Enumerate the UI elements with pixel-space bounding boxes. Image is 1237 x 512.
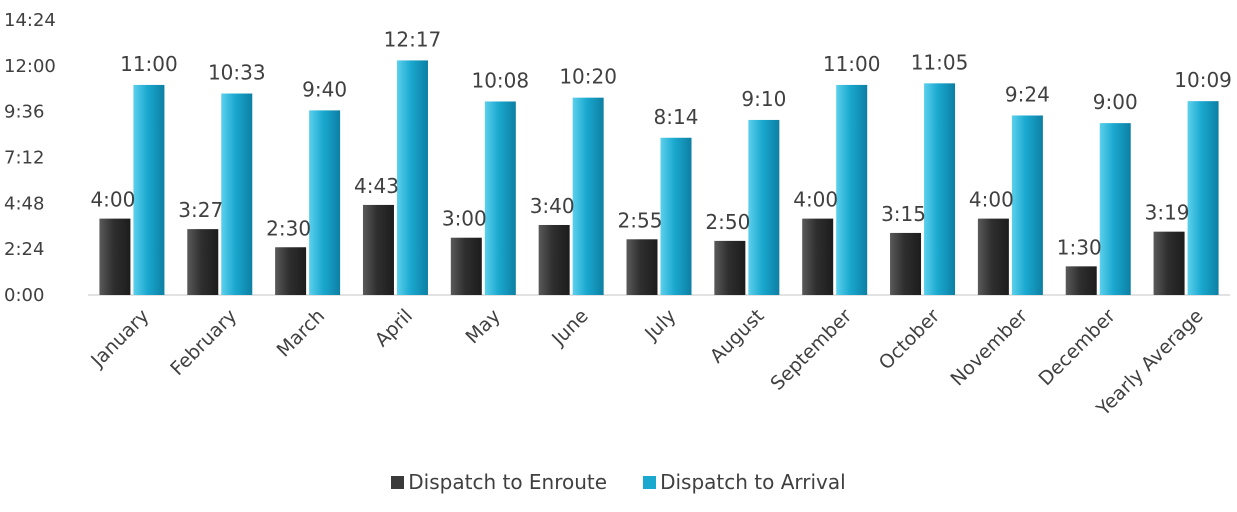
y-tick-label: 4:48: [4, 193, 44, 214]
bar-arrival: [1187, 101, 1219, 295]
bar-arrival: [836, 84, 868, 295]
category-label: November: [946, 305, 1032, 391]
bar-arrival: [221, 93, 253, 295]
data-label-arrival: 9:00: [1093, 90, 1138, 114]
legend: Dispatch to Enroute Dispatch to Arrival: [0, 470, 1237, 494]
y-tick-label: 9:36: [4, 102, 44, 123]
y-tick-label: 2:24: [4, 239, 44, 260]
bars: [99, 60, 1219, 296]
bar-enroute: [1065, 266, 1097, 295]
data-label-enroute: 4:43: [354, 174, 399, 198]
category-label: December: [1035, 305, 1120, 390]
bar-enroute: [187, 229, 219, 295]
category-labels: January February March April May June July Augu…: [86, 305, 1207, 421]
bar-arrival: [748, 119, 780, 295]
bar-enroute: [802, 218, 834, 295]
bar-enroute: [1153, 231, 1185, 295]
category-label: July: [640, 305, 680, 345]
legend-swatch-enroute: [391, 475, 405, 489]
data-label-arrival: 8:14: [654, 105, 699, 129]
category-label: February: [166, 305, 241, 380]
data-label-arrival: 9:10: [741, 87, 786, 111]
data-label-enroute: 3:19: [1145, 201, 1190, 225]
category-label: May: [462, 305, 505, 348]
category-label: March: [273, 305, 330, 362]
data-label-enroute: 2:30: [266, 216, 311, 240]
bar-enroute: [977, 218, 1009, 295]
bar-enroute: [275, 247, 307, 295]
bar-arrival: [1099, 123, 1131, 295]
data-label-arrival: 11:05: [911, 50, 969, 74]
y-tick-label: 0:00: [4, 285, 44, 306]
category-label: January: [86, 305, 153, 372]
bar-arrival: [572, 97, 604, 295]
bar-enroute: [890, 232, 922, 295]
legend-item-arrival: Dispatch to Arrival: [643, 470, 846, 494]
y-tick-label: 7:12: [4, 148, 44, 169]
category-label: April: [371, 305, 417, 351]
bar-arrival: [396, 60, 428, 295]
bar-enroute: [99, 218, 131, 295]
y-axis-ticks: 0:00 2:24 4:48 7:12 9:36 12:00 14:24: [4, 10, 56, 306]
data-label-enroute: 3:27: [178, 198, 223, 222]
y-tick-label: 12:00: [4, 56, 56, 77]
bar-arrival: [924, 83, 956, 296]
bar-arrival: [309, 110, 341, 295]
legend-label-arrival: Dispatch to Arrival: [660, 470, 846, 494]
data-label-arrival: 9:40: [302, 77, 347, 101]
bar-arrival: [484, 101, 516, 296]
data-label-arrival: 12:17: [384, 27, 442, 51]
data-label-arrival: 11:00: [120, 52, 178, 76]
category-label: June: [547, 305, 593, 351]
data-label-enroute: 3:15: [881, 202, 926, 226]
data-label-enroute: 2:50: [705, 210, 750, 234]
data-label-enroute: 3:00: [442, 207, 487, 231]
category-label: September: [766, 305, 856, 395]
data-label-enroute: 4:00: [793, 188, 838, 212]
bar-enroute: [538, 224, 570, 295]
bar-enroute: [450, 237, 482, 295]
bar-arrival: [133, 84, 165, 295]
data-label-enroute: 4:00: [90, 188, 135, 212]
data-label-arrival: 9:24: [1005, 82, 1050, 106]
data-label-arrival: 11:00: [823, 52, 881, 76]
bar-arrival: [660, 137, 692, 295]
data-label-arrival: 10:09: [1174, 68, 1232, 92]
data-label-arrival: 10:08: [471, 68, 529, 92]
bar-enroute: [714, 240, 746, 295]
data-label-enroute: 2:55: [618, 208, 663, 232]
data-label-arrival: 10:33: [208, 61, 266, 85]
legend-label-enroute: Dispatch to Enroute: [408, 470, 608, 494]
legend-swatch-arrival: [643, 475, 657, 489]
legend-item-enroute: Dispatch to Enroute: [391, 470, 607, 494]
y-tick-label: 14:24: [4, 10, 56, 31]
bar-enroute: [362, 204, 394, 295]
data-label-arrival: 10:20: [559, 65, 617, 89]
data-label-enroute: 4:00: [969, 188, 1014, 212]
bar-enroute: [626, 239, 658, 295]
data-labels: 4:00 11:00 3:27 10:33 2:30 9:40 4:43 12:17 3:00 1…: [90, 27, 1231, 259]
data-label-enroute: 1:30: [1057, 235, 1102, 259]
category-label: October: [875, 305, 944, 374]
category-label: August: [706, 305, 769, 368]
data-label-enroute: 3:40: [530, 194, 575, 218]
bar-arrival: [1011, 115, 1043, 295]
